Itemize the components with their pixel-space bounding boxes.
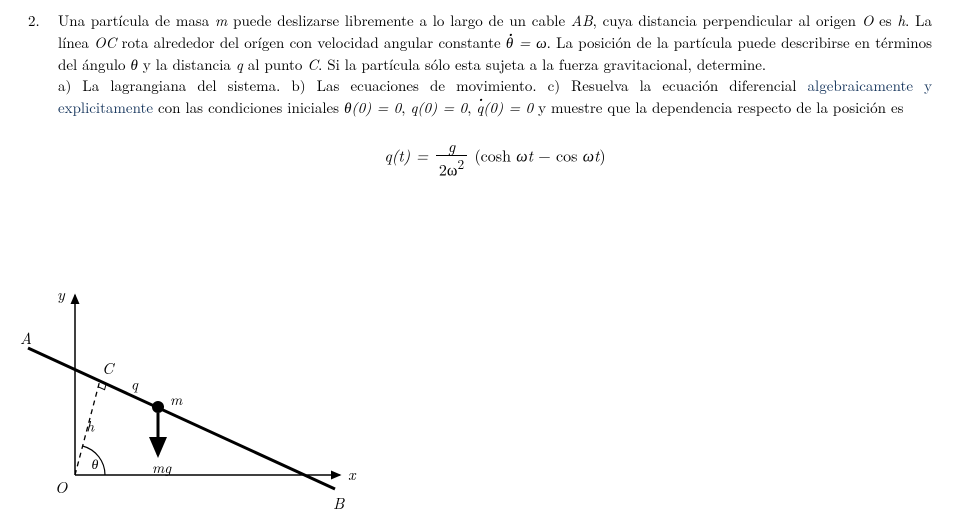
eq-lhs: q(t) = (384, 143, 434, 166)
eq-frac-bot: 2ω2 (436, 156, 467, 179)
var-O: O (862, 10, 874, 31)
var-OC: OC (94, 32, 116, 53)
svg-text:q: q (131, 374, 139, 395)
text: y muestre que la dependencia respecto de… (533, 97, 903, 118)
figure: y x A B C Ohθ q m mg (20, 280, 380, 520)
problem-number: 2. (28, 10, 58, 199)
svg-text:A: A (20, 326, 32, 349)
text: al punto (243, 54, 308, 75)
part-a: a) La lagrangiana del sistema. b) Las ec… (58, 75, 808, 96)
text: rota alrededor del orígen con velocidad … (116, 32, 506, 53)
equation-display: q(t) = g 2ω2 (cosh ωt − cos ωt) (58, 137, 932, 179)
text: . Si la partícula sólo esta sujeta a la … (318, 54, 766, 75)
text: con las condiciones iniciales (153, 97, 344, 118)
var-m: m (215, 10, 227, 31)
var-AB: AB (571, 10, 593, 31)
var-theta: θ (131, 54, 138, 75)
ic3: q(0) = 0 (476, 97, 533, 118)
eq-omega: = ω (513, 32, 546, 53)
svg-text:m: m (170, 389, 183, 410)
text: y la distancia (138, 54, 236, 75)
svg-text:y: y (57, 282, 66, 305)
problem-body: Una partícula de masa m puede deslizarse… (58, 10, 932, 199)
var-h: h (897, 10, 905, 31)
ic1: θ(0) = 0 (344, 97, 401, 118)
svg-text:C: C (102, 356, 115, 379)
svg-text:h: h (87, 416, 96, 437)
text: , cuya distancia perpendicular al origen (593, 10, 862, 31)
text: es (873, 10, 897, 31)
text: puede deslizarse libremente a lo largo d… (227, 10, 571, 31)
svg-text:x: x (348, 462, 357, 485)
var-C: C (307, 54, 318, 75)
figure-svg: y x A B C Ohθ q m mg (20, 280, 380, 520)
ic2: q(0) = 0 (410, 97, 467, 118)
svg-text:B: B (333, 491, 345, 514)
svg-text:θ: θ (92, 454, 99, 474)
eq-rhs: (cosh ωt − cos ωt) (474, 143, 605, 166)
text: Una partícula de masa (58, 10, 215, 31)
svg-text:mg: mg (152, 457, 172, 478)
theta-dot: θ (506, 32, 513, 54)
var-q: q (236, 54, 243, 75)
svg-text:O: O (55, 475, 68, 498)
eq-fraction: g 2ω2 (436, 137, 467, 179)
